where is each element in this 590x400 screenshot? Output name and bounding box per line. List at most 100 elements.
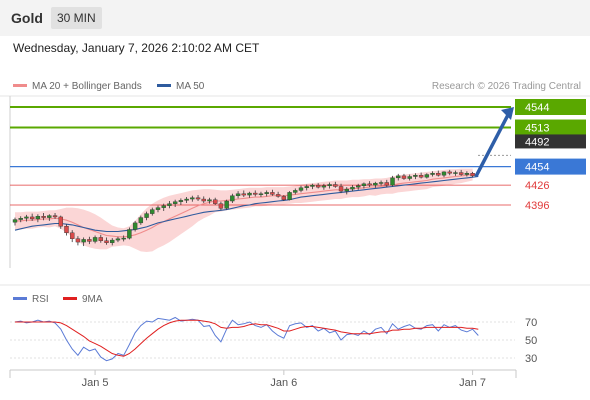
candle-body (413, 175, 418, 177)
rsi-legend-swatch-rsi (13, 297, 27, 300)
projection-arrow-head (501, 107, 514, 120)
candle-body (69, 232, 75, 239)
candle-body (470, 173, 475, 177)
candle-body (64, 225, 69, 234)
legend-ma20-label: MA 20 + Bollinger Bands (32, 81, 142, 92)
candle-body (35, 216, 41, 220)
rsi-ma9-line (15, 319, 479, 357)
candle-body (132, 222, 138, 230)
candle-body (310, 184, 315, 187)
candle-body (253, 192, 258, 195)
candle-body (172, 201, 178, 204)
last-price-label: 4492 (525, 136, 549, 148)
candle-body (115, 238, 121, 241)
candle-body (361, 183, 367, 186)
candle-body (281, 196, 287, 200)
candle-body (401, 175, 407, 179)
pivot-label-bg (515, 158, 586, 175)
candle-body (453, 172, 458, 174)
resistance-label-4544: 4544 (525, 102, 549, 114)
candle-body (321, 185, 327, 188)
support-label-4426: 4426 (525, 180, 549, 192)
candle-body (224, 200, 229, 209)
candle-body (241, 193, 247, 196)
candle-body (367, 183, 372, 186)
candle-body (430, 173, 435, 175)
candle-body (75, 238, 81, 243)
instrument-name: Gold (11, 10, 43, 26)
rsi-legend-label-rsi: RSI (32, 294, 49, 305)
legend-ma50-label: MA 50 (176, 81, 205, 92)
candle-body (384, 182, 389, 186)
candle-body (424, 174, 430, 178)
candle-body (184, 198, 189, 201)
candle-body (247, 192, 252, 196)
candle-body (41, 216, 46, 218)
rsi-tick-label-50: 50 (525, 335, 537, 347)
candle-body (235, 193, 241, 196)
candle-body (195, 197, 201, 200)
time-tick-label: Jan 5 (82, 377, 109, 389)
legend-ma20-swatch (13, 83, 27, 87)
candle-body (155, 207, 161, 210)
credit-text: Research © 2026 Trading Central (431, 81, 581, 92)
candle-body (104, 240, 109, 243)
candle-body (81, 239, 86, 243)
candle-body (47, 215, 52, 218)
candle-body (201, 198, 206, 202)
candle-body (338, 186, 344, 192)
timeframe-selector[interactable]: 30 MIN (51, 7, 102, 29)
candle-body (58, 216, 63, 227)
ma20-line (15, 173, 479, 238)
projection-arrow-shaft (474, 109, 512, 177)
candle-body (270, 192, 275, 195)
candle-body (264, 192, 269, 194)
resistance-label-bg-4544 (515, 99, 586, 115)
candle-body (218, 203, 224, 209)
candle-body (190, 197, 195, 200)
rsi-tick-label-70: 70 (525, 317, 537, 329)
resistance-label-bg-4513 (515, 119, 586, 136)
candle-body (29, 216, 35, 220)
candle-body (258, 193, 264, 195)
candle-body (12, 219, 18, 223)
candle-body (121, 237, 126, 240)
candle-body (230, 195, 235, 202)
rsi-tick-label-30: 30 (525, 353, 537, 365)
candle-body (24, 216, 29, 219)
candle-body (275, 194, 281, 197)
candle-body (52, 215, 58, 218)
last-price-label-bg (515, 134, 586, 149)
candle-body (407, 176, 412, 179)
candle-body (464, 173, 470, 175)
candle-body (396, 175, 401, 179)
time-tick-label: Jan 7 (459, 377, 486, 389)
candle-body (304, 186, 309, 188)
candle-body (144, 213, 149, 218)
legend-ma50: MA 50 (157, 81, 204, 92)
legend-ma50-swatch (157, 83, 171, 87)
candle-body (98, 237, 104, 241)
candle-body (333, 184, 338, 187)
candle-body (390, 177, 395, 186)
candle-body (344, 188, 349, 192)
candle-body (315, 184, 321, 188)
support-label-4396: 4396 (525, 200, 549, 212)
candle-body (373, 182, 378, 186)
candle-body (127, 229, 132, 239)
candle-body (418, 175, 424, 178)
candle-body (18, 218, 23, 220)
candle-body (212, 199, 218, 204)
candle-body (293, 190, 298, 193)
rsi-legend-label-9ma: 9MA (82, 294, 103, 305)
candle-body (350, 186, 355, 190)
candle-body (356, 185, 361, 188)
pivot-label-4454: 4454 (525, 162, 549, 174)
candle-body (327, 184, 332, 186)
time-tick-label: Jan 6 (270, 377, 297, 389)
candle-body (436, 173, 441, 176)
candle-body (458, 172, 464, 175)
legend-ma20-bollinger: MA 20 + Bollinger Bands (13, 81, 142, 92)
candle-body (87, 239, 92, 242)
